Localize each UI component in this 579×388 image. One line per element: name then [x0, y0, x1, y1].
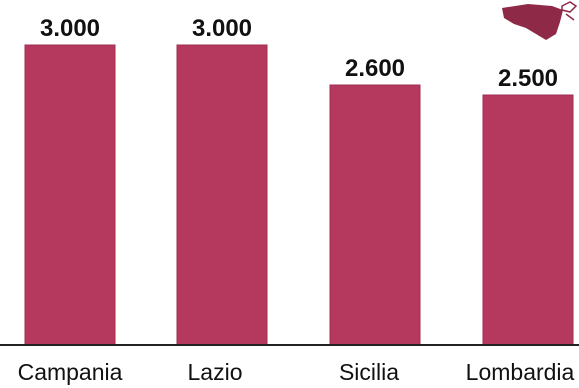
value-label-campania: 3.000	[40, 15, 100, 42]
category-label-campania: Campania	[18, 359, 123, 385]
bar-campania	[24, 44, 116, 346]
bar-lazio	[176, 44, 268, 346]
category-label-lombardia: Lombardia	[466, 359, 575, 385]
value-label-lazio: 3.000	[192, 15, 252, 42]
category-label-lazio: Lazio	[188, 359, 243, 385]
bar-sicilia	[329, 84, 421, 346]
value-label-sicilia: 2.600	[345, 55, 405, 82]
category-label-sicilia: Sicilia	[339, 359, 399, 385]
bar-lombardia	[482, 94, 574, 346]
value-label-lombardia: 2.500	[498, 65, 558, 92]
sicily-map-icon	[502, 1, 578, 40]
